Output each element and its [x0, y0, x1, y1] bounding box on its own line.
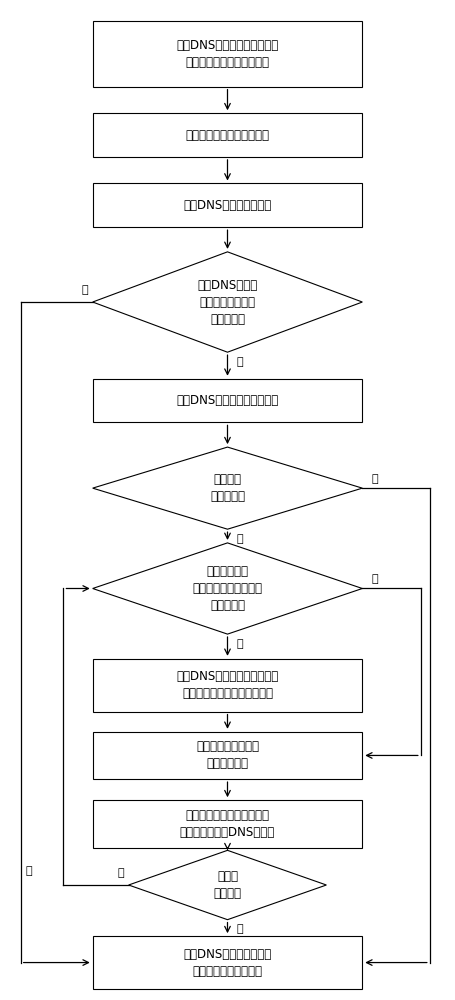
Polygon shape: [93, 543, 362, 634]
Text: 用户主机发送域名解析请求: 用户主机发送域名解析请求: [186, 129, 269, 142]
FancyBboxPatch shape: [93, 659, 362, 712]
Text: 否: 否: [237, 534, 243, 544]
FancyBboxPatch shape: [93, 936, 362, 989]
Text: 是: 是: [237, 924, 243, 934]
Text: 否: 否: [237, 357, 243, 367]
FancyBboxPatch shape: [93, 113, 362, 157]
Text: 本地DNS服务器将请求按照顺
序转发到外部递归解析服务器: 本地DNS服务器将请求按照顺 序转发到外部递归解析服务器: [177, 670, 278, 700]
Text: 本地DNS服务器配置外部递归
解析服务器的操作顺序列表: 本地DNS服务器配置外部递归 解析服务器的操作顺序列表: [177, 39, 278, 69]
Text: 外部递归解析服务器将解析
结果返回给本地DNS服务器: 外部递归解析服务器将解析 结果返回给本地DNS服务器: [180, 809, 275, 839]
Text: 解析是
否成功？: 解析是 否成功？: [213, 870, 242, 900]
Polygon shape: [93, 252, 362, 352]
FancyBboxPatch shape: [93, 800, 362, 848]
Text: 本地DNS服务器收到请求: 本地DNS服务器收到请求: [183, 199, 272, 212]
Text: 是: 是: [371, 474, 378, 484]
FancyBboxPatch shape: [93, 183, 362, 227]
Text: 本地DNS服务器
检查本地是否缓存
解析结果？: 本地DNS服务器 检查本地是否缓存 解析结果？: [197, 279, 258, 326]
Text: 否: 否: [117, 868, 124, 878]
Text: 否: 否: [237, 639, 243, 649]
Polygon shape: [93, 447, 362, 529]
FancyBboxPatch shape: [93, 379, 362, 422]
Text: 是: 是: [81, 285, 88, 295]
FancyBboxPatch shape: [93, 21, 362, 87]
Text: 所有外部递归
解析服务器是否都进行
递归解析？: 所有外部递归 解析服务器是否都进行 递归解析？: [192, 565, 263, 612]
Text: 外部递归解析服务器
进行域名解析: 外部递归解析服务器 进行域名解析: [196, 740, 259, 770]
Text: 否: 否: [25, 866, 32, 876]
Polygon shape: [129, 850, 326, 920]
Text: 是: 是: [371, 574, 378, 584]
Text: 本地DNS服务器将结果返
回用户主机并缓存结果: 本地DNS服务器将结果返 回用户主机并缓存结果: [183, 948, 272, 978]
Text: 递归查询
是否成功？: 递归查询 是否成功？: [210, 473, 245, 503]
Text: 本地DNS服务器进行递归查询: 本地DNS服务器进行递归查询: [177, 394, 278, 407]
FancyBboxPatch shape: [93, 732, 362, 779]
